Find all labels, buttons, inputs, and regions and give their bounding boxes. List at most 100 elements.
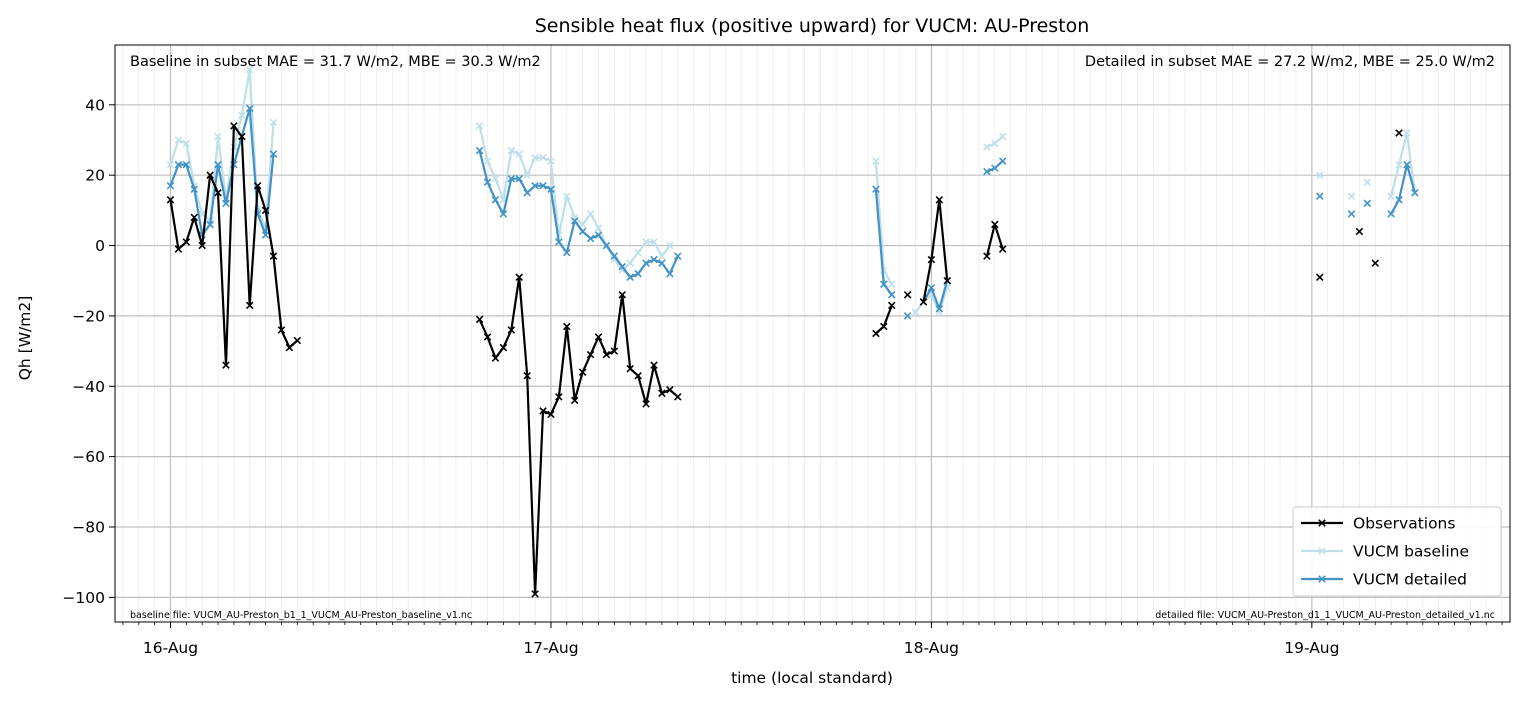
- data-point: [198, 210, 206, 218]
- series-line: [478, 276, 679, 596]
- data-point: [634, 248, 642, 257]
- data-point: [1371, 259, 1380, 267]
- data-point: [570, 217, 579, 225]
- data-point: [658, 259, 666, 267]
- data-point: [507, 146, 516, 155]
- data-point: [650, 238, 658, 246]
- data-point: [166, 181, 175, 190]
- legend-label: VUCM baseline: [1353, 543, 1469, 561]
- legend-label: VUCM detailed: [1353, 571, 1467, 589]
- data-point: [586, 210, 595, 218]
- data-point: [618, 291, 627, 299]
- data-point: [515, 174, 523, 183]
- data-point: [1347, 210, 1356, 218]
- y-tick-label: 0: [95, 237, 105, 255]
- series-line: [1390, 131, 1416, 197]
- data-point: [872, 329, 880, 338]
- series-line: [922, 198, 949, 303]
- data-point: [578, 368, 587, 376]
- data-point: [515, 150, 523, 158]
- data-point: [285, 343, 294, 352]
- data-point: [1395, 196, 1403, 204]
- data-point: [190, 213, 199, 222]
- data-point: [650, 255, 658, 264]
- chart-title: Sensible heat flux (positive upward) for…: [535, 15, 1090, 37]
- data-point: [182, 139, 191, 148]
- legend-marker: [1318, 519, 1326, 527]
- y-tick-label: −100: [62, 589, 105, 607]
- data-point: [935, 196, 944, 204]
- data-point: [586, 234, 595, 243]
- data-point: [666, 269, 674, 278]
- data-point: [602, 350, 611, 359]
- data-point: [261, 231, 270, 239]
- data-point: [634, 269, 642, 278]
- data-point: [626, 259, 634, 267]
- data-point: [182, 160, 191, 169]
- data-point: [887, 291, 896, 299]
- data-point: [475, 122, 484, 130]
- data-point: [174, 245, 183, 253]
- series-layer: [166, 65, 1419, 598]
- data-point: [523, 371, 531, 380]
- data-point: [626, 364, 634, 373]
- legend-box: [1292, 506, 1502, 597]
- data-point: [872, 157, 880, 165]
- data-point: [245, 104, 254, 113]
- baseline-stats-annotation: Baseline in subset MAE = 31.7 W/m2, MBE …: [130, 54, 541, 70]
- data-point: [491, 174, 500, 183]
- y-tick-label: −80: [72, 519, 105, 537]
- y-tick-label: −20: [72, 307, 105, 325]
- series-vucm-baseline: [166, 65, 1419, 317]
- detailed-file-annotation: detailed file: VUCM_AU-Preston_d1_1_VUCM…: [1155, 610, 1495, 621]
- legend-item: Observations: [1301, 515, 1455, 533]
- data-point: [253, 181, 262, 190]
- data-point: [650, 361, 658, 369]
- y-axis: 40 20 0 −20 −40 −60 −80 −100: [62, 96, 115, 607]
- data-point: [673, 252, 682, 260]
- data-point: [626, 273, 634, 281]
- legend: Observations VUCM baseline VUCM detailed: [1292, 506, 1502, 597]
- data-point: [927, 283, 936, 292]
- data-point: [245, 65, 254, 74]
- series-observations: [166, 122, 1403, 598]
- data-point: [634, 371, 642, 380]
- data-point: [539, 181, 547, 190]
- data-point: [991, 220, 999, 229]
- data-point: [610, 252, 619, 260]
- y-tick-label: 40: [85, 96, 105, 114]
- data-point: [570, 396, 579, 405]
- plot-area: [114, 44, 1511, 623]
- data-point: [642, 400, 650, 408]
- data-point: [531, 590, 539, 598]
- data-point: [594, 231, 603, 239]
- data-point: [547, 185, 555, 194]
- data-point: [1403, 129, 1411, 137]
- data-point: [190, 185, 199, 194]
- x-tick-label: 17-Aug: [523, 639, 578, 657]
- data-point: [594, 224, 603, 232]
- legend-marker: [1318, 575, 1326, 583]
- data-point: [491, 196, 500, 204]
- y-tick-label: −60: [72, 448, 105, 466]
- data-point: [903, 312, 912, 320]
- data-point: [483, 333, 492, 341]
- data-point: [943, 276, 952, 285]
- x-tick-label: 16-Aug: [143, 639, 198, 657]
- data-point: [887, 301, 896, 310]
- data-point: [277, 326, 286, 334]
- detailed-stats-annotation: Detailed in subset MAE = 27.2 W/m2, MBE …: [1085, 54, 1495, 70]
- data-point: [1395, 129, 1403, 137]
- data-point: [222, 199, 230, 208]
- data-point: [642, 259, 650, 267]
- data-point: [1411, 189, 1419, 197]
- data-point: [206, 171, 214, 179]
- data-point: [555, 238, 563, 246]
- data-point: [666, 241, 674, 250]
- data-point: [174, 160, 183, 169]
- data-point: [983, 167, 991, 176]
- data-point: [198, 241, 206, 250]
- data-point: [214, 160, 222, 169]
- data-point: [1316, 273, 1324, 281]
- data-point: [1395, 160, 1403, 169]
